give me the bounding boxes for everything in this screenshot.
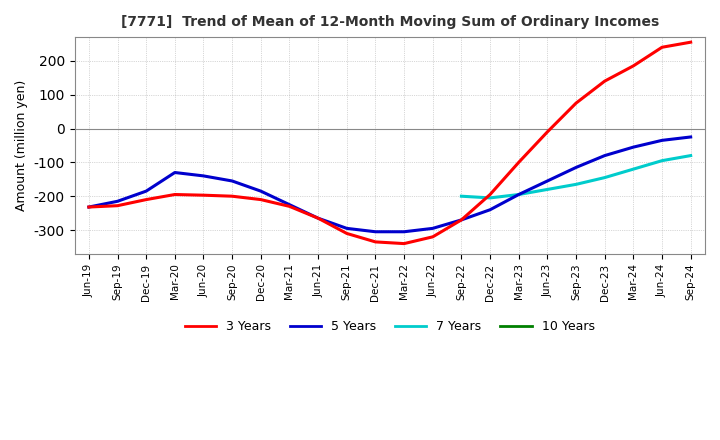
Y-axis label: Amount (million yen): Amount (million yen) [15,80,28,211]
Legend: 3 Years, 5 Years, 7 Years, 10 Years: 3 Years, 5 Years, 7 Years, 10 Years [180,315,600,338]
Title: [7771]  Trend of Mean of 12-Month Moving Sum of Ordinary Incomes: [7771] Trend of Mean of 12-Month Moving … [121,15,659,29]
